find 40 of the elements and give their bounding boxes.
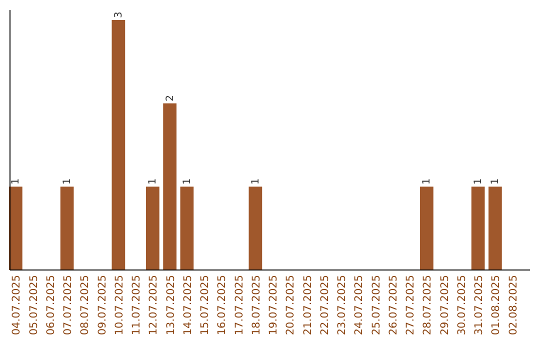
x-tick-label: 13.07.2025 (164, 275, 177, 336)
x-tick-label: 15.07.2025 (199, 275, 212, 336)
x-tick-label: 31.07.2025 (473, 275, 486, 336)
x-tick-label: 23.07.2025 (336, 275, 348, 336)
x-tick-label: 22.07.2025 (318, 275, 331, 336)
x-tick-label: 08.07.2025 (79, 275, 92, 336)
data-label: 2 (164, 94, 176, 102)
data-label: 1 (473, 178, 484, 185)
x-tick-label: 30.07.2025 (456, 275, 468, 336)
x-tick-label: 27.07.2025 (404, 275, 417, 336)
x-tick-label: 24.07.2025 (353, 275, 366, 336)
x-tick-label: 25.07.2025 (370, 275, 382, 336)
x-tick-label: 19.07.2025 (268, 275, 280, 336)
x-tick-label: 11.07.2025 (130, 275, 143, 336)
data-label: 1 (10, 178, 22, 185)
x-tick-label: 06.07.2025 (44, 275, 57, 336)
x-tick-label: 14.07.2025 (182, 275, 194, 336)
data-label: 1 (148, 178, 159, 185)
data-label: 1 (182, 178, 193, 185)
x-tick-label: 29.07.2025 (438, 275, 451, 336)
x-tick-label: 01.08.2025 (490, 275, 502, 336)
data-label: 1 (62, 178, 74, 185)
x-tick-label: 20.07.2025 (284, 275, 297, 336)
data-label: 1 (490, 178, 502, 185)
x-tick-label: 05.07.2025 (28, 275, 40, 336)
x-tick-label: 07.07.2025 (62, 275, 74, 336)
x-tick-label: 17.07.2025 (233, 275, 246, 336)
x-tick-label: 18.07.2025 (250, 275, 262, 336)
x-tick-label: 28.07.2025 (422, 275, 434, 336)
x-tick-label: 04.07.2025 (10, 275, 23, 336)
x-tick-label: 09.07.2025 (96, 275, 108, 336)
x-tick-label: 12.07.2025 (148, 275, 160, 336)
x-tick-label: 26.07.2025 (387, 275, 400, 336)
data-label: 1 (250, 178, 262, 185)
data-label: 3 (113, 12, 124, 18)
x-tick-label: 02.08.2025 (507, 275, 520, 336)
x-tick-label: 16.07.2025 (216, 275, 228, 336)
x-tick-label: 21.07.2025 (302, 275, 314, 336)
x-tick-label: 10.07.2025 (113, 275, 126, 336)
data-label: 1 (422, 178, 433, 185)
